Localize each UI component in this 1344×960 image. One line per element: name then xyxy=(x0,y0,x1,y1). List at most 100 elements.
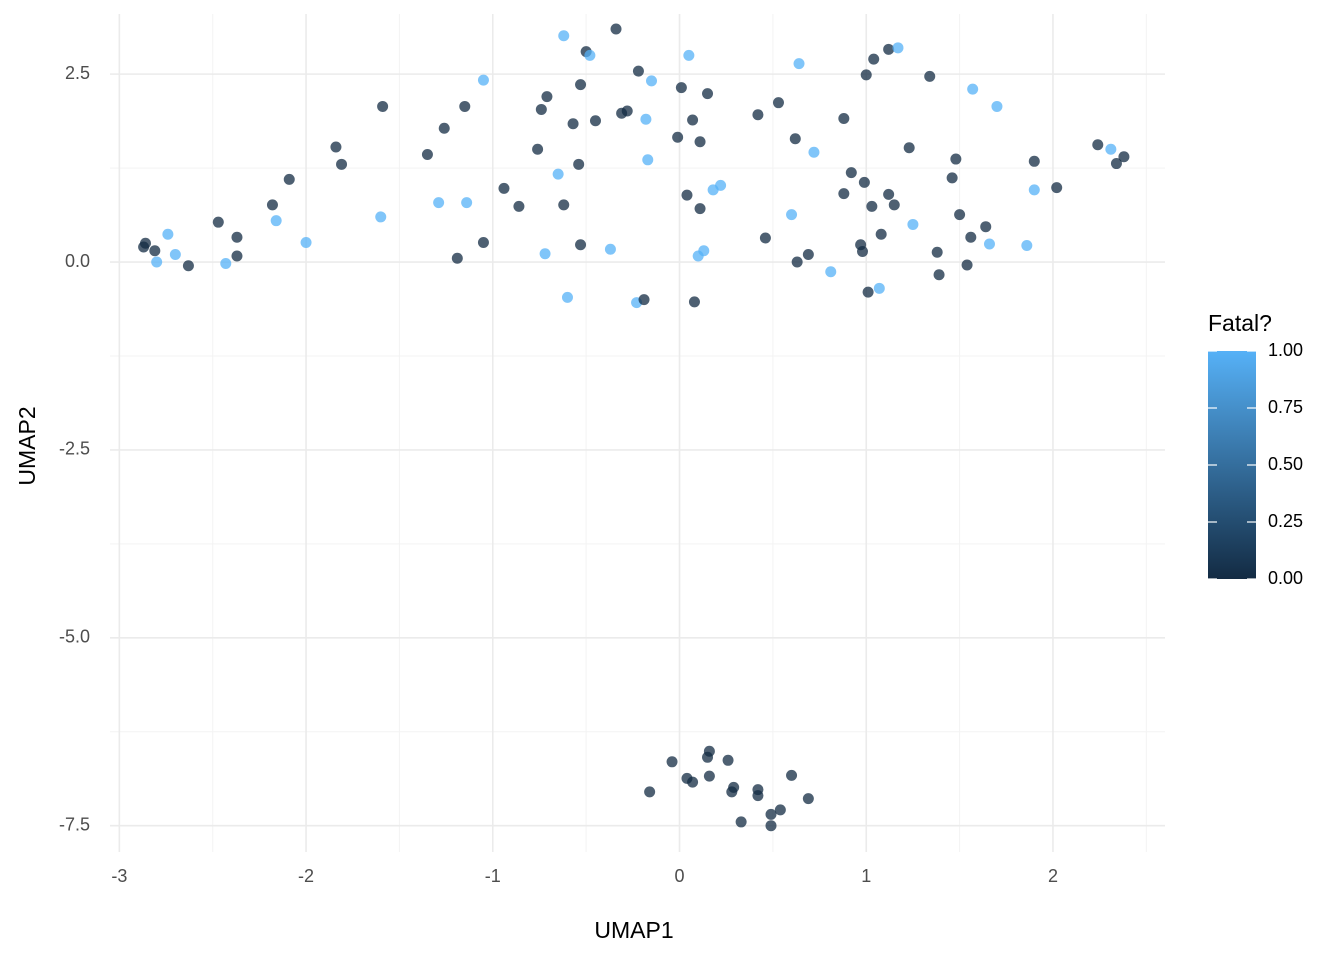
data-point xyxy=(1028,184,1040,196)
data-point xyxy=(330,141,342,153)
data-point xyxy=(231,250,243,262)
data-point xyxy=(477,74,489,86)
legend-tick-label: 1.00 xyxy=(1268,340,1303,360)
data-point xyxy=(728,781,740,793)
data-point xyxy=(786,769,798,781)
data-point xyxy=(336,158,348,170)
data-point xyxy=(539,248,551,260)
data-points xyxy=(138,23,1130,832)
data-point xyxy=(535,103,547,115)
data-point xyxy=(575,239,587,251)
data-point xyxy=(983,238,995,250)
data-point xyxy=(151,256,163,268)
data-point xyxy=(610,23,622,35)
data-point xyxy=(735,816,747,828)
data-point xyxy=(907,218,919,230)
data-point xyxy=(772,97,784,109)
data-point xyxy=(698,245,710,257)
data-point xyxy=(212,216,224,228)
y-tick-label: -5.0 xyxy=(59,627,90,647)
data-point xyxy=(892,42,904,54)
data-point xyxy=(687,114,699,126)
data-point xyxy=(621,105,633,117)
data-point xyxy=(883,188,895,200)
data-point xyxy=(965,231,977,243)
data-point xyxy=(903,142,915,154)
data-point xyxy=(169,249,181,261)
data-point xyxy=(149,245,161,257)
data-point xyxy=(858,176,870,188)
data-point xyxy=(980,221,992,233)
data-point xyxy=(1110,158,1122,170)
x-axis-title: UMAP1 xyxy=(594,917,673,943)
data-point xyxy=(451,252,463,264)
data-point xyxy=(532,143,544,155)
data-point xyxy=(715,179,727,191)
data-point xyxy=(681,189,693,201)
data-point xyxy=(498,182,510,194)
data-point xyxy=(632,65,644,77)
data-point xyxy=(675,82,687,94)
data-point xyxy=(845,167,857,179)
data-point xyxy=(561,291,573,303)
data-point xyxy=(946,172,958,184)
data-point xyxy=(584,49,596,61)
data-point xyxy=(802,249,814,261)
data-point xyxy=(860,69,872,81)
data-point xyxy=(702,88,714,100)
x-tick-label: -1 xyxy=(485,866,501,886)
y-tick-label: -7.5 xyxy=(59,814,90,834)
data-point xyxy=(477,236,489,248)
x-tick-label: -3 xyxy=(111,866,127,886)
data-point xyxy=(270,215,282,227)
y-tick-label: -2.5 xyxy=(59,439,90,459)
data-point xyxy=(694,203,706,215)
color-legend: Fatal? 1.00 0.75 0.50 0.25 0.00 xyxy=(1208,310,1303,588)
x-tick-label: 1 xyxy=(861,866,871,886)
data-point xyxy=(1051,182,1063,194)
legend-title: Fatal? xyxy=(1208,310,1272,336)
x-tick-label: 0 xyxy=(675,866,685,886)
data-point xyxy=(541,91,553,103)
data-point xyxy=(377,100,389,112)
data-point xyxy=(791,256,803,268)
data-point xyxy=(774,804,786,816)
data-point xyxy=(266,199,278,211)
data-point xyxy=(672,131,684,143)
data-point xyxy=(283,173,295,185)
legend-tick-label: 0.75 xyxy=(1268,397,1303,417)
data-point xyxy=(459,100,471,112)
data-point xyxy=(793,58,805,70)
data-point xyxy=(558,30,570,42)
data-point xyxy=(883,43,895,55)
data-point xyxy=(421,149,433,161)
data-point xyxy=(991,100,1003,112)
data-point xyxy=(765,808,777,820)
legend-tick-label: 0.50 xyxy=(1268,454,1303,474)
data-point xyxy=(752,109,764,121)
data-point xyxy=(838,188,850,200)
data-point xyxy=(703,745,715,757)
data-point xyxy=(461,197,473,209)
data-point xyxy=(873,282,885,294)
data-point xyxy=(924,70,936,82)
data-point xyxy=(825,266,837,278)
data-point xyxy=(644,786,656,798)
data-point xyxy=(933,269,945,281)
data-point xyxy=(687,776,699,788)
data-point xyxy=(862,286,874,298)
data-point xyxy=(231,231,243,243)
data-point xyxy=(1105,143,1117,155)
data-point xyxy=(575,79,587,91)
data-point xyxy=(950,153,962,165)
data-point xyxy=(1092,139,1104,151)
data-point xyxy=(589,115,601,127)
data-point xyxy=(433,197,445,209)
data-point xyxy=(868,53,880,65)
y-axis-ticks: 2.5 0.0 -2.5 -5.0 -7.5 xyxy=(59,63,90,835)
legend-tick-label: 0.25 xyxy=(1268,511,1303,531)
x-tick-label: 2 xyxy=(1048,866,1058,886)
y-tick-label: 2.5 xyxy=(65,63,90,83)
data-point xyxy=(703,770,715,782)
